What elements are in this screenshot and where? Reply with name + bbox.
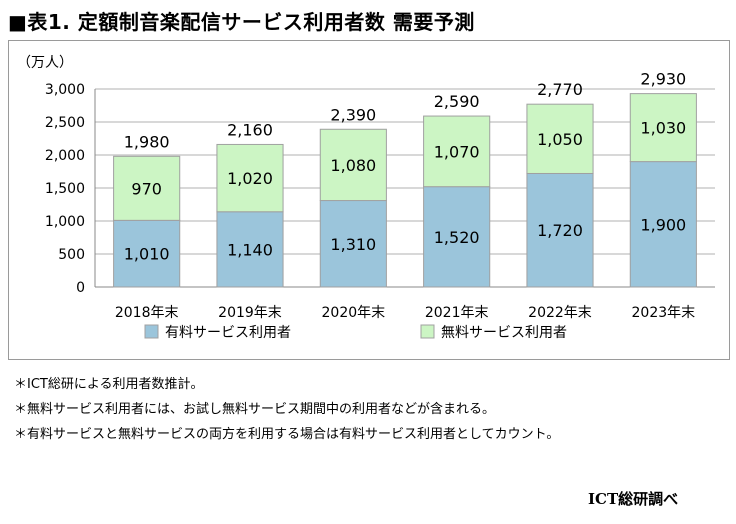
legend-swatch	[144, 324, 159, 339]
data-label: 970	[131, 179, 162, 198]
bar-segment	[629, 161, 697, 288]
x-tick-label: 2019年末	[218, 305, 282, 321]
y-tick-label: 1,000	[45, 214, 85, 230]
page-title: ■表1. 定額制音楽配信サービス利用者数 需要予測	[8, 10, 475, 34]
total-label: 2,590	[434, 92, 480, 111]
data-label: 1,050	[537, 130, 583, 149]
note-1: ＊ICT総研による利用者数推計。	[14, 377, 204, 392]
total-label: 2,930	[640, 70, 686, 89]
source-credit: ICT総研調べ	[588, 490, 679, 508]
bar-segment	[113, 219, 181, 288]
bar-segment	[216, 211, 284, 288]
x-tick-label: 2020年末	[322, 305, 386, 321]
total-label: 1,980	[124, 132, 170, 151]
legend-swatch	[420, 324, 435, 339]
chart-frame: （万人） 0 500 1,000 1,500 2,000 2,500 3,000 1,010 97…	[8, 40, 730, 360]
bar-segment	[216, 143, 284, 213]
data-label: 1,010	[124, 245, 170, 264]
data-label: 1,720	[537, 221, 583, 240]
x-tick-label: 2018年末	[115, 305, 179, 321]
y-tick-label: 2,500	[45, 115, 85, 131]
y-unit-label: （万人）	[17, 55, 73, 71]
x-tick-label: 2021年末	[425, 305, 489, 321]
y-tick-label: 2,000	[45, 148, 85, 164]
y-tick-label: 3,000	[45, 82, 85, 98]
stacked-bar-chart: （万人） 0 500 1,000 1,500 2,000 2,500 3,000 1,010 97…	[17, 55, 715, 341]
bar-segment	[526, 103, 594, 174]
legend-label: 無料サービス利用者	[441, 325, 567, 341]
data-label: 1,020	[227, 169, 273, 188]
bar-segment	[113, 155, 181, 221]
legend-label: 有料サービス利用者	[165, 325, 291, 341]
total-label: 2,160	[227, 120, 273, 139]
data-label: 1,070	[434, 142, 480, 161]
y-tick-label: 1,500	[45, 181, 85, 197]
data-label: 1,140	[227, 240, 273, 259]
bar-segment	[526, 172, 594, 288]
data-label: 1,080	[330, 156, 376, 175]
data-label: 1,310	[330, 235, 376, 254]
x-tick-label: 2022年末	[528, 305, 592, 321]
bar-segment	[629, 93, 697, 163]
bar-segment	[423, 115, 491, 188]
data-label: 1,030	[640, 119, 686, 138]
data-label: 1,520	[434, 228, 480, 247]
data-label: 1,900	[640, 215, 686, 234]
note-2: ＊無料サービス利用者には、お試し無料サービス期間中の利用者などが含まれる。	[14, 402, 496, 417]
note-3: ＊有料サービスと無料サービスの両方を利用する場合は有料サービス利用者としてカウン…	[14, 427, 560, 442]
total-label: 2,390	[330, 105, 376, 124]
y-tick-label: 500	[58, 247, 85, 263]
bar-segment	[319, 128, 387, 202]
total-label: 2,770	[537, 80, 583, 99]
x-tick-label: 2023年末	[632, 305, 696, 321]
bar-segment	[319, 200, 387, 288]
y-tick-label: 0	[76, 280, 85, 296]
notes: ＊ICT総研による利用者数推計。 ＊無料サービス利用者には、お試し無料サービス期…	[14, 372, 559, 447]
